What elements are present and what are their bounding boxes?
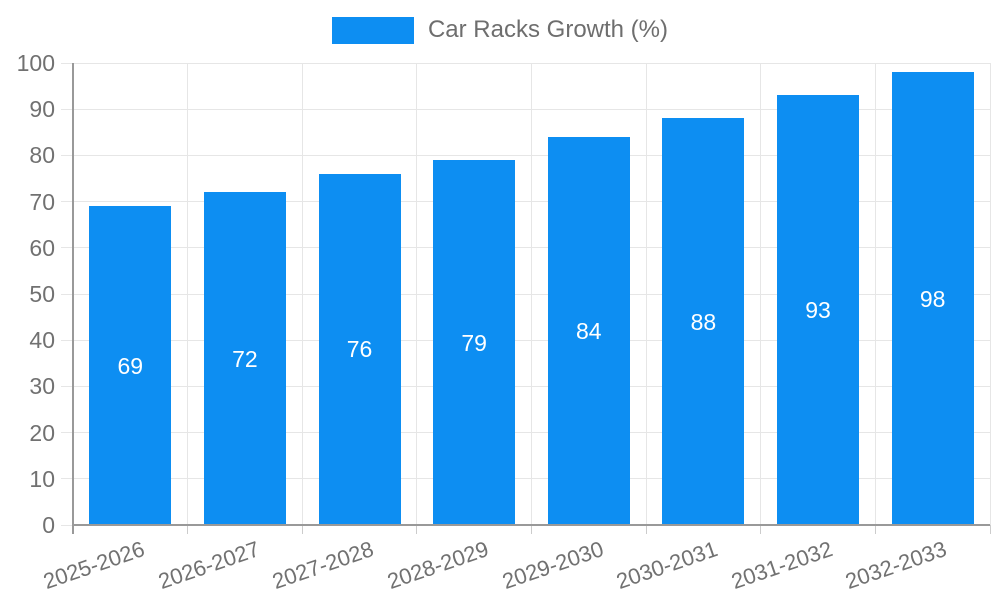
x-axis-label: 2026-2027 <box>154 536 263 595</box>
bar <box>203 192 286 525</box>
bar-value-label: 98 <box>919 285 946 312</box>
bar <box>547 136 630 525</box>
x-tick <box>187 525 189 534</box>
y-axis-label: 80 <box>29 142 55 169</box>
y-axis-label: 20 <box>29 419 55 446</box>
y-tick <box>61 108 73 110</box>
y-tick <box>61 385 73 387</box>
legend-swatch-icon <box>331 16 414 44</box>
y-tick <box>61 62 73 64</box>
y-tick <box>61 201 73 203</box>
x-tick <box>416 525 418 534</box>
x-tick <box>989 525 991 534</box>
x-gridline <box>531 63 532 525</box>
x-axis-label: 2027-2028 <box>269 536 378 595</box>
y-axis-label: 10 <box>29 465 55 492</box>
bar <box>89 206 172 525</box>
y-axis-label: 90 <box>29 96 55 123</box>
bar <box>662 118 745 525</box>
bar-value-label: 84 <box>576 317 602 344</box>
y-tick <box>61 154 73 156</box>
y-axis-label: 0 <box>42 512 55 538</box>
x-gridline <box>187 63 189 525</box>
x-tick <box>760 525 762 534</box>
y-tick <box>61 432 73 434</box>
y-axis-label: 40 <box>29 327 55 354</box>
x-axis-label: 2032-2033 <box>842 536 951 595</box>
bar <box>777 95 860 525</box>
bar <box>433 160 516 525</box>
bar-value-label: 76 <box>346 336 373 363</box>
x-axis-label: 2029-2030 <box>498 536 607 595</box>
x-axis-label: 2028-2029 <box>384 536 492 595</box>
bar-value-label: 69 <box>117 352 144 379</box>
x-gridline <box>874 63 876 525</box>
y-tick <box>61 339 73 341</box>
bar-value-label: 88 <box>690 308 717 335</box>
bar <box>318 173 401 525</box>
x-gridline <box>416 63 418 525</box>
bar <box>891 72 974 525</box>
x-gridline <box>301 63 303 525</box>
x-axis-label: 2031-2032 <box>727 536 836 595</box>
x-axis-label: 2030-2031 <box>613 536 721 595</box>
y-tick <box>61 524 73 526</box>
y-tick <box>61 293 73 295</box>
y-axis-label: 70 <box>29 188 55 215</box>
y-axis-label: 30 <box>29 373 55 400</box>
x-tick <box>874 525 876 534</box>
x-gridline <box>760 63 762 525</box>
x-axis-label: 2025-2026 <box>40 536 148 595</box>
x-tick <box>301 525 303 534</box>
legend[interactable]: Car Racks Growth (%) <box>0 16 1000 44</box>
y-axis-line <box>72 63 74 534</box>
legend-label: Car Racks Growth (%) <box>427 16 669 43</box>
x-gridline <box>989 63 991 525</box>
x-gridline <box>645 63 647 525</box>
x-axis-line <box>73 524 990 526</box>
x-tick <box>645 525 647 534</box>
x-tick <box>531 525 532 534</box>
y-axis-label: 60 <box>29 234 55 261</box>
bar-value-label: 93 <box>805 297 831 324</box>
bar-value-label: 79 <box>461 329 487 356</box>
y-axis-label: 100 <box>16 50 55 76</box>
y-axis-label: 50 <box>29 281 55 307</box>
bar-value-label: 72 <box>232 345 258 372</box>
y-tick <box>61 478 73 480</box>
y-tick <box>61 247 73 249</box>
